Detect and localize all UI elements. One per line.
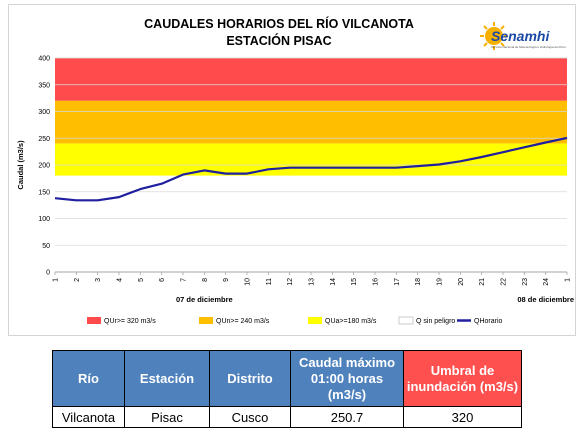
chart-title: CAUDALES HORARIOS DEL RÍO VILCANOTA	[144, 16, 414, 31]
x-tick-label: 8	[202, 278, 209, 282]
band-1	[55, 100, 567, 144]
band-0	[55, 58, 567, 101]
x-tick-label: 20	[458, 278, 465, 286]
header-estacion: Estación	[124, 350, 210, 407]
flow-summary-table: Río Estación Distrito Caudal máximo 01:0…	[52, 350, 522, 428]
x-tick-label: 11	[266, 278, 273, 285]
x-tick-label: 10	[245, 278, 252, 286]
x-tick-label: 21	[479, 278, 486, 286]
x-tick-label: 5	[138, 278, 145, 282]
y-axis-title: Caudal (m3/s)	[16, 140, 25, 190]
x-tick-label: 6	[159, 278, 166, 282]
date-label: 07 de diciembre	[176, 295, 233, 304]
header-caudal-maximo: Caudal máximo 01:00 horas (m3/s)	[290, 350, 404, 407]
logo-brand: Senamhi	[491, 28, 550, 44]
x-tick-labels: 1 2 3 4 5 6 7 8 9 10 11 12 13 14 15 16 17 18 19 20 21 22 23 24 1	[53, 272, 572, 286]
threshold-bands	[55, 58, 567, 272]
date-label: 08 de diciembre	[517, 295, 574, 304]
y-tick-label: 0	[46, 270, 50, 277]
band-3	[55, 175, 567, 272]
legend-swatch	[398, 316, 414, 325]
y-tick-label: 400	[38, 56, 50, 63]
x-tick-label: 17	[394, 278, 401, 286]
y-tick-label: 250	[38, 136, 50, 143]
sun-icon	[480, 22, 508, 50]
hydrograph-chart: CAUDALES HORARIOS DEL RÍO VILCANOTA ESTA…	[16, 16, 574, 325]
cell-estacion: Pisac	[124, 406, 210, 428]
senamhi-logo: Senamhi Servicio Nacional de Meteorologí…	[480, 22, 566, 50]
y-tick-labels: 0 50 100 150 200 250 300 350 400	[38, 56, 50, 277]
y-tick-label: 350	[38, 82, 50, 89]
legend-swatch	[308, 317, 322, 324]
logo-tagline: Servicio Nacional de Meteorología e Hidr…	[491, 45, 566, 49]
chart-panel: CAUDALES HORARIOS DEL RÍO VILCANOTA ESTA…	[8, 4, 576, 336]
header-rio: Río	[52, 350, 125, 407]
band-2	[55, 143, 567, 176]
y-tick-label: 150	[38, 189, 50, 196]
x-tick-label: 18	[415, 278, 422, 286]
x-tick-label: 4	[117, 278, 124, 282]
x-tick-label: 14	[330, 278, 337, 286]
legend-swatch	[199, 317, 213, 324]
cell-distrito: Cusco	[209, 406, 291, 428]
cell-caudal-maximo: 250.7	[290, 406, 404, 428]
x-tick-label: 12	[287, 278, 294, 286]
cell-rio: Vilcanota	[52, 406, 125, 428]
legend-label: QUa>=180 m3/s	[325, 318, 377, 325]
x-tick-label: 19	[437, 278, 444, 286]
table-row: Vilcanota Pisac Cusco 250.7 320	[52, 406, 522, 428]
legend: QUr>= 320 m3/s QUn>= 240 m3/s QUa>=180 m3/…	[87, 316, 503, 325]
x-tick-label: 16	[373, 278, 380, 286]
series-line-qhorario	[54, 136, 568, 202]
x-tick-label: 15	[351, 278, 358, 286]
date-labels: 07 de diciembre 08 de diciembre	[176, 295, 574, 304]
x-tick-label: 22	[501, 278, 508, 286]
y-tick-label: 100	[38, 216, 50, 223]
x-tick-label: 7	[181, 278, 188, 282]
legend-label: QHorario	[474, 318, 503, 325]
legend-label: QUn>= 240 m3/s	[216, 318, 270, 325]
y-tick-label: 50	[42, 243, 50, 250]
chart-subtitle: ESTACIÓN PISAC	[226, 33, 331, 48]
y-tick-label: 200	[38, 163, 50, 170]
legend-label: QUr>= 320 m3/s	[104, 318, 156, 325]
x-tick-label: 1	[565, 278, 572, 282]
x-tick-label: 1	[53, 278, 60, 282]
x-tick-label: 9	[223, 278, 230, 282]
legend-label: Q sin peligro	[416, 318, 455, 325]
header-distrito: Distrito	[209, 350, 291, 407]
x-tick-label: 24	[543, 278, 550, 286]
header-umbral-inundacion: Umbral de inundación (m3/s)	[403, 350, 522, 407]
legend-swatch	[87, 317, 101, 324]
x-tick-label: 13	[309, 278, 316, 286]
table-header-row: Río Estación Distrito Caudal máximo 01:0…	[52, 350, 522, 407]
x-tick-label: 3	[95, 278, 102, 282]
x-tick-label: 23	[522, 278, 529, 286]
x-tick-label: 2	[74, 278, 81, 282]
series-lines	[54, 136, 568, 202]
cell-umbral-inundacion: 320	[403, 406, 522, 428]
y-tick-label: 300	[38, 109, 50, 116]
